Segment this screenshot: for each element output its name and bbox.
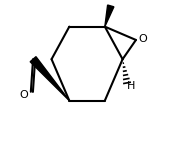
Polygon shape <box>105 5 114 27</box>
Polygon shape <box>30 57 69 101</box>
Text: O: O <box>19 90 28 100</box>
Text: H: H <box>126 81 135 91</box>
Text: O: O <box>139 34 147 44</box>
